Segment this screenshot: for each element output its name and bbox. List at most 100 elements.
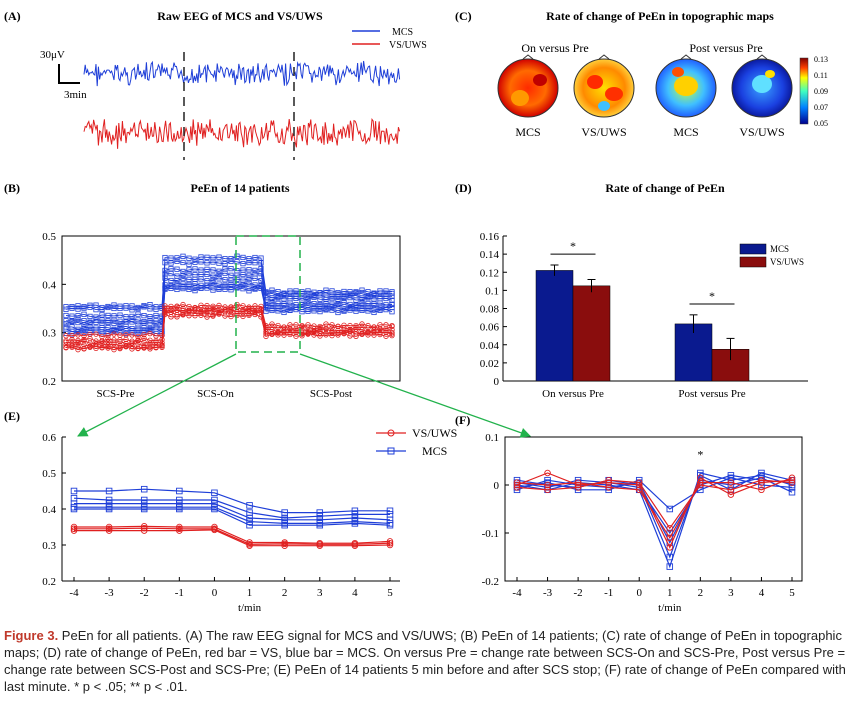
chart-b-point — [377, 304, 383, 310]
chart-b-point — [240, 286, 246, 292]
chart-b-point — [204, 309, 210, 315]
chart-f-ytick-label: -0.1 — [482, 528, 499, 540]
chart-b-point — [353, 308, 359, 314]
chart-b-point — [147, 306, 153, 312]
chart-b-point — [111, 317, 117, 323]
chart-e-series-mcs — [74, 488, 390, 514]
chart-b-point — [99, 317, 105, 323]
chart-b-point — [365, 305, 371, 311]
chart-b-point — [198, 305, 204, 311]
chart-b-point — [222, 261, 228, 267]
chart-b-point — [69, 332, 75, 339]
chart-b-point — [198, 309, 204, 315]
chart-b-point — [240, 271, 246, 278]
chart-b-point — [117, 339, 123, 345]
chart-b-point — [81, 305, 87, 311]
chart-b-point — [81, 332, 87, 339]
chart-b-point — [269, 307, 275, 314]
chart-e: 0.2 0.3 0.4 0.5 0.6 -4 -3 -2 -1 0 1 2 3 4 5 t/min VS/UWS… — [42, 426, 457, 614]
chart-b-point — [389, 323, 395, 330]
chart-b-point — [371, 296, 377, 302]
chart-b-point — [75, 319, 81, 326]
chart-b-point — [269, 302, 275, 309]
chart-b-point — [299, 309, 305, 315]
chart-b-point — [75, 313, 81, 319]
chart-b-point — [365, 328, 371, 335]
chart-b-point — [135, 306, 141, 312]
chart-b-point — [105, 332, 111, 339]
chart-b-point — [162, 275, 168, 281]
chart-b-point — [383, 329, 389, 335]
chart-b-point — [335, 323, 341, 330]
chart-f-xtick-label: 1 — [667, 587, 673, 599]
chart-b-point — [222, 270, 228, 276]
chart-b-point — [198, 285, 204, 291]
chart-b-point — [81, 318, 87, 324]
chart-b-point — [347, 326, 353, 333]
chart-e-point — [246, 502, 253, 509]
chart-f-ytick-label: 0 — [494, 480, 500, 492]
chart-b-point — [293, 295, 299, 302]
chart-b-point — [147, 314, 153, 320]
chart-b-point — [117, 305, 123, 312]
chart-b-point — [311, 308, 317, 314]
chart-b-series-mcs — [65, 277, 393, 326]
chart-b-point — [87, 330, 93, 336]
chart-b-xtick-label: SCS-On — [197, 388, 234, 400]
chart-b-point — [228, 266, 234, 272]
chart-f-point — [788, 488, 796, 496]
chart-b-point — [258, 309, 264, 315]
chart-b-point — [147, 346, 153, 352]
chart-d-ytick-label: 0.04 — [480, 340, 500, 352]
chart-b-ytick-label: 0.2 — [42, 376, 56, 388]
chart-b-point — [186, 308, 192, 314]
chart-b-series-vs-uws — [65, 313, 393, 350]
chart-b-point — [234, 253, 240, 259]
chart-b-point — [329, 295, 335, 302]
chart-b-point — [141, 313, 147, 319]
chart-b-point — [275, 308, 281, 314]
chart-b-point — [359, 287, 365, 293]
chart-b-point — [311, 326, 317, 332]
chart-b-point — [117, 326, 123, 332]
chart-b-point — [228, 258, 234, 264]
chart-b-point — [335, 309, 341, 316]
chart-b-point — [69, 336, 75, 343]
chart-b-point — [240, 308, 246, 314]
chart-e-series-vs-uws — [74, 525, 391, 544]
chart-b-point — [162, 267, 168, 274]
chart-b-ytick-label: 0.5 — [42, 231, 56, 243]
chart-b-point — [99, 331, 105, 337]
chart-b-point — [162, 305, 168, 312]
chart-b-point — [323, 332, 329, 338]
chart-b-point — [111, 341, 117, 347]
chart-f-ytick-label: -0.2 — [482, 576, 499, 588]
chart-b-point — [63, 320, 69, 327]
chart-e-series-mcs — [74, 508, 391, 526]
chart-b-point — [81, 329, 87, 336]
chart-b-point — [234, 312, 240, 319]
chart-b-point — [353, 290, 359, 296]
chart-b-point — [275, 332, 281, 338]
chart-e-point — [70, 525, 78, 533]
chart-e-point — [386, 541, 394, 549]
chart-b-point — [293, 333, 299, 339]
chart-b-point — [192, 307, 198, 313]
chart-e-point — [246, 514, 253, 522]
chart-b-point — [240, 313, 246, 320]
chart-e-legend-vs: VS/UWS — [412, 426, 457, 440]
chart-b-point — [141, 339, 147, 345]
chart-b-point — [180, 253, 186, 259]
chart-e-point — [176, 525, 183, 533]
chart-e-point — [316, 509, 324, 516]
chart-b-point — [168, 266, 174, 272]
chart-e-point — [351, 520, 359, 527]
chart-b-point — [329, 332, 335, 339]
chart-b-point — [123, 344, 129, 350]
chart-b-point — [269, 321, 275, 327]
chart-b-point — [287, 325, 293, 332]
chart-b-point — [111, 302, 117, 308]
chart-f-xtick-label: -4 — [512, 587, 522, 599]
chart-b-point — [383, 322, 389, 328]
chart-f-xtick-label: -3 — [543, 587, 553, 599]
